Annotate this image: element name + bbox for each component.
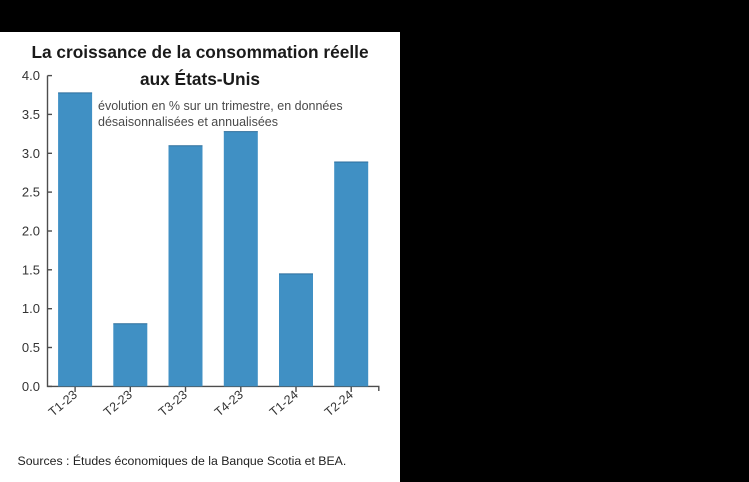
svg-text:4.0: 4.0 (22, 68, 40, 83)
svg-text:3.5: 3.5 (22, 107, 40, 122)
svg-text:1.0: 1.0 (22, 301, 40, 316)
svg-text:3.0: 3.0 (22, 146, 40, 161)
svg-text:T2-24: T2-24 (322, 388, 356, 420)
svg-text:T4-23: T4-23 (212, 388, 246, 420)
svg-text:2.5: 2.5 (22, 185, 40, 200)
svg-text:0.0: 0.0 (22, 379, 40, 394)
svg-text:T1-23: T1-23 (46, 388, 80, 420)
svg-text:2.0: 2.0 (22, 224, 40, 239)
svg-text:1.5: 1.5 (22, 262, 40, 277)
svg-text:T3-23: T3-23 (156, 388, 190, 420)
svg-text:T2-23: T2-23 (101, 388, 135, 420)
svg-text:T1-24: T1-24 (267, 388, 301, 420)
svg-text:0.5: 0.5 (22, 340, 40, 355)
